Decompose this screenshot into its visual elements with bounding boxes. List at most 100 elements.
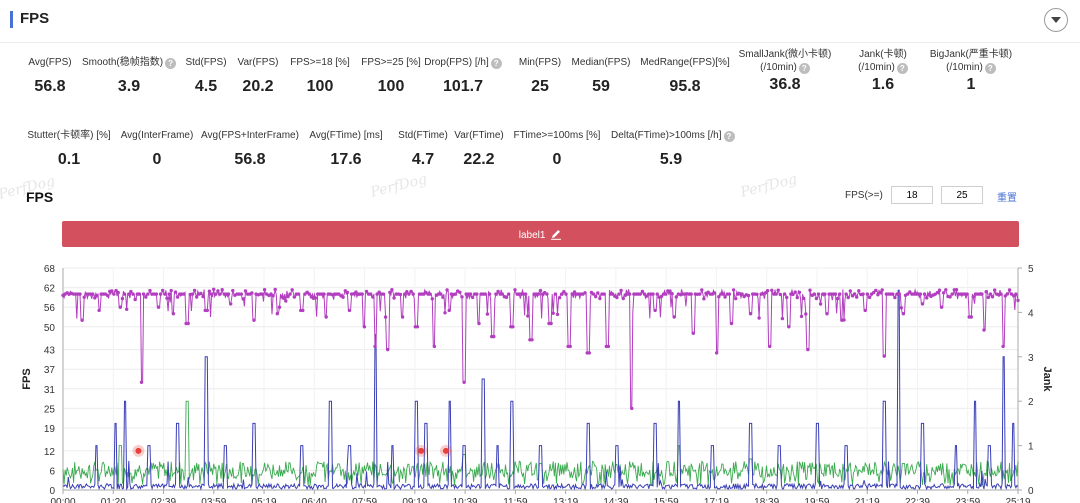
x-tick-label: 19:59: [804, 497, 829, 503]
fps-point: [712, 291, 717, 295]
help-icon[interactable]: ?: [165, 58, 177, 69]
jank-series-line: [62, 289, 1019, 491]
stat-label: Jank(卡顿) (/10min)?: [823, 48, 943, 74]
fps-point: [551, 311, 555, 315]
x-tick-label: 06:40: [302, 497, 327, 503]
x-tick-label: 21:19: [855, 497, 880, 503]
stat-label: BigJank(严重卡顿) (/10min)?: [911, 48, 1031, 74]
y2-tick-label: 2: [1028, 397, 1034, 408]
x-tick-label: 17:19: [704, 497, 729, 503]
fps-point: [990, 295, 995, 299]
fps-point: [288, 292, 292, 296]
fps-point: [965, 292, 969, 296]
fps-point: [918, 292, 923, 296]
y-tick-label: 56: [44, 303, 56, 314]
fps-point: [876, 293, 880, 297]
fps-threshold-input-2[interactable]: [941, 186, 983, 204]
help-icon[interactable]: ?: [490, 58, 502, 69]
y-tick-label: 19: [44, 424, 56, 435]
fps-point: [282, 296, 286, 300]
fps-point: [768, 344, 772, 349]
fps-point: [986, 295, 990, 300]
stat-label: FTime>=100ms [%]: [497, 129, 617, 142]
fps-point: [587, 351, 591, 355]
fps-point: [950, 292, 954, 296]
fps-point: [341, 295, 345, 299]
y-tick-label: 6: [49, 466, 55, 477]
fps-point: [220, 288, 224, 292]
fps-point: [538, 288, 543, 293]
fps-point: [702, 297, 706, 301]
fps-point: [78, 292, 82, 296]
fps-point: [275, 312, 279, 316]
fps-point: [500, 292, 504, 296]
fps-point: [468, 292, 473, 296]
fps-point: [212, 287, 216, 291]
fps-point: [806, 347, 810, 352]
fps-point: [674, 295, 678, 299]
fps-point: [865, 292, 869, 296]
fps-point: [388, 290, 392, 295]
x-tick-label: 13:19: [553, 497, 578, 503]
fps-point: [1014, 292, 1018, 296]
x-tick-label: 10:39: [453, 497, 478, 503]
label-band[interactable]: label1: [62, 221, 1019, 247]
fps-point: [655, 292, 659, 296]
fps-point: [307, 292, 311, 296]
x-tick-label: 25:19: [1005, 497, 1030, 503]
section-title: FPS: [20, 10, 50, 27]
fps-point: [922, 292, 927, 296]
fps-point: [1001, 344, 1005, 349]
stat-label-text: Stutter(卡顿率) [%]: [27, 130, 111, 141]
fps-point: [835, 296, 840, 301]
fps-point: [284, 299, 288, 303]
fps-point: [670, 292, 674, 296]
fps-point: [360, 292, 364, 296]
stat-label-text: Avg(InterFrame): [120, 130, 194, 141]
stat-r2-4: Std(FTime) 4.7: [363, 129, 483, 169]
reset-button[interactable]: 重置: [997, 193, 1017, 204]
fps-point: [432, 344, 437, 349]
fps-point: [908, 290, 912, 294]
fps-threshold-input-1[interactable]: [891, 186, 933, 204]
label-band-text: label1: [518, 230, 546, 241]
stat-label: Delta(FTime)>100ms [/h]?: [611, 129, 735, 142]
fps-series-points: [61, 287, 1020, 411]
fps-point: [192, 288, 197, 293]
help-icon[interactable]: ?: [984, 63, 996, 74]
fps-point: [999, 292, 1003, 296]
stat-label: Std(FPS): [146, 56, 266, 69]
fps-point: [199, 291, 203, 296]
fps-point: [863, 308, 867, 313]
fps-point: [93, 296, 97, 300]
fps-point: [214, 292, 218, 296]
pencil-icon[interactable]: [550, 228, 562, 240]
fps-point: [381, 292, 386, 296]
fps-point: [296, 292, 301, 296]
fps-point: [721, 292, 725, 296]
y-tick-label: 12: [44, 447, 56, 458]
fps-point: [120, 296, 125, 301]
stat-label-text: Min(FPS): [518, 57, 562, 68]
stat-label: FPS>=25 [%]: [331, 56, 451, 69]
fps-point: [1005, 292, 1010, 296]
help-icon[interactable]: ?: [896, 63, 908, 74]
help-icon[interactable]: ?: [723, 131, 735, 142]
fps-point: [980, 292, 984, 296]
stat-label: MedRange(FPS)[%]: [625, 56, 745, 69]
collapse-button[interactable]: [1044, 8, 1068, 32]
stat-value: 101.7: [442, 78, 484, 95]
help-icon[interactable]: ?: [798, 63, 810, 74]
fps-point: [156, 305, 161, 309]
stat-value: 25: [531, 78, 549, 95]
y-tick-label: 31: [44, 385, 56, 396]
fps-point: [812, 292, 816, 296]
fps-point: [993, 288, 997, 292]
stat-r2-3: Avg(FTime) [ms] 17.6: [286, 129, 406, 169]
y2-tick-label: 3: [1028, 353, 1034, 364]
stat-label-text: Std(FTime): [398, 130, 448, 141]
fps-point: [167, 292, 171, 296]
fps-point: [763, 291, 768, 295]
fps-point: [729, 321, 734, 326]
